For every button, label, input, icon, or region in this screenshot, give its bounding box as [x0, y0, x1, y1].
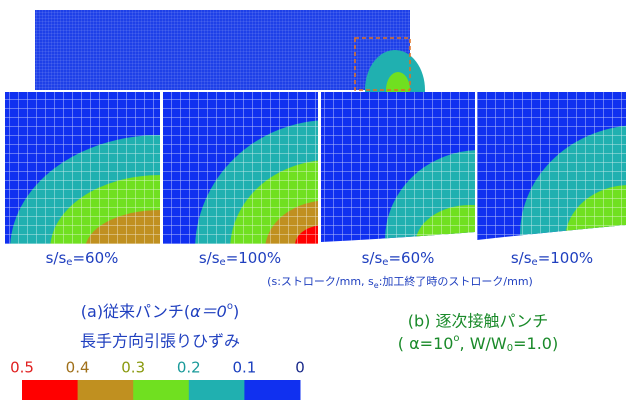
colorbar-label: 0.2	[177, 359, 201, 377]
colorbar: 0.5 0.4 0.3 0.2 0.1 0	[10, 359, 305, 400]
colorbar-label: 0.4	[66, 359, 90, 377]
colorbar-swatch	[188, 380, 245, 400]
colorbar-swatch	[77, 380, 134, 400]
panel-image	[163, 92, 318, 244]
colorbar-swatch	[133, 380, 190, 400]
caption: (b) 逐次接触パンチ	[408, 312, 549, 331]
colorbar-swatch	[22, 380, 79, 400]
panel-image	[477, 92, 626, 240]
panel-label: s/se=100%	[511, 249, 593, 269]
colorbar-label: 0.5	[10, 359, 34, 377]
note: (s:ストローク/mm, se:加工終了時のストローク/mm)	[267, 274, 533, 290]
caption: (a)従来パンチ(α＝0o)	[81, 301, 239, 321]
colorbar-label: 0.3	[121, 359, 145, 377]
panel-label: s/se=100%	[199, 249, 281, 269]
panel-image	[5, 92, 160, 244]
strip-image	[35, 10, 425, 130]
colorbar-swatch	[244, 380, 301, 400]
panel-label: s/se=60%	[46, 249, 119, 269]
panel-image	[321, 92, 475, 242]
colorbar-label: 0	[295, 359, 305, 377]
caption: 長手方向引張りひずみ	[80, 332, 240, 351]
caption: ( α=10o, W/W0=1.0)	[398, 333, 558, 354]
colorbar-label: 0.1	[232, 359, 256, 377]
panel-label: s/se=60%	[362, 249, 435, 269]
